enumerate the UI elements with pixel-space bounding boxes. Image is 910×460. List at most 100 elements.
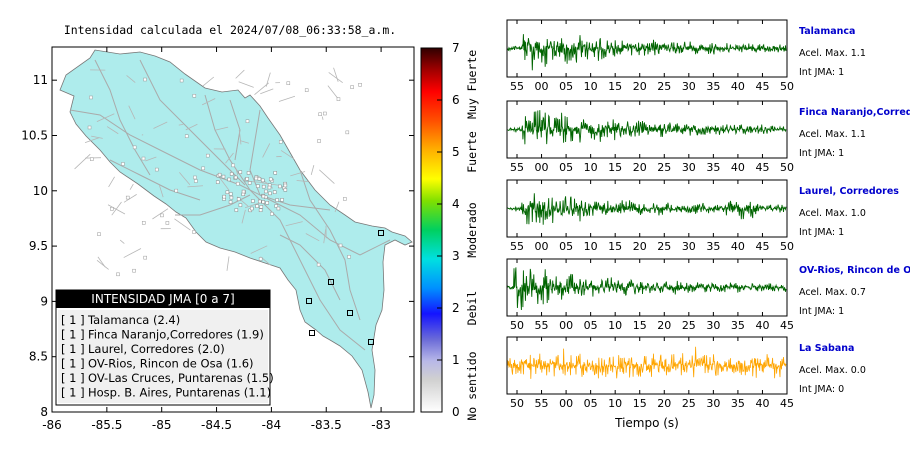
time-tick-label: 15 [608,161,622,174]
legend-station: Hosp. B. Aires, Puntarenas (1.1) [88,386,271,400]
time-tick-label: 55 [510,240,524,253]
legend-station: Talamanca (2.4) [87,313,180,327]
station-name: Laurel, Corredores [799,186,899,197]
time-tick-label: 25 [657,80,671,93]
waveform-trace [507,267,787,311]
legend-intensity: [ 1 ] [61,342,85,356]
time-tick-label: 50 [780,240,794,253]
lon-tick-label: -84.5 [201,418,232,432]
colorbar-tick: 5 [452,145,460,159]
jma-intensity: Int JMA: 1 [799,306,844,317]
legend-station: Finca Naranjo,Corredores (1.9) [88,328,264,342]
lon-tick-label: -84 [262,418,282,432]
legend-intensity: [ 1 ] [61,313,85,327]
time-tick-label: 35 [731,397,745,410]
time-tick-label: 50 [510,319,524,332]
colorbar-tick: 1 [452,353,460,367]
time-tick-label: 25 [657,240,671,253]
colorbar-category-label: Debil [465,291,479,326]
colorbar-category-label: Muy Fuerte [465,50,479,119]
time-tick-label: 30 [682,80,696,93]
x-axis-label: Tiempo (s) [614,416,679,430]
time-tick-label: 05 [584,397,598,410]
time-tick-label: 00 [535,240,549,253]
time-tick-label: 30 [706,397,720,410]
time-tick-label: 50 [780,161,794,174]
waveform-trace [507,346,787,379]
max-acceleration: Acel. Max. 0.0 [799,365,866,376]
intensity-legend: INTENSIDAD JMA [0 a 7] [ 1 ] Talamanca (2… [55,289,274,406]
time-tick-label: 05 [559,80,573,93]
waveform-trace [507,193,787,225]
waveform-trace [507,110,787,145]
time-tick-label: 30 [682,161,696,174]
seismogram-panel: 55 00 05 10 15 20 25 30 35 40 45 50 Finca Naranjo,Co… [506,100,910,174]
time-tick-label: 35 [706,161,720,174]
time-tick-label: 05 [559,240,573,253]
time-tick-label: 20 [633,80,647,93]
time-tick-label: 40 [755,397,769,410]
legend-intensity: [ 1 ] [61,328,85,342]
legend-station: OV-Las Cruces, Puntarenas (1.5) [88,371,274,385]
time-tick-label: 20 [657,319,671,332]
colorbar-category-label: Fuerte [465,131,479,173]
time-tick-label: 00 [559,397,573,410]
time-tick-label: 40 [731,80,745,93]
legend-intensity: [ 1 ] [61,371,85,385]
time-tick-label: 55 [535,397,549,410]
time-tick-label: 45 [755,161,769,174]
time-tick-label: 20 [633,240,647,253]
time-tick-label: 00 [559,319,573,332]
lat-tick-label: 9.5 [29,239,48,253]
lon-tick-label: -85 [152,418,172,432]
lat-tick-label: 10.5 [21,128,48,142]
jma-intensity: Int JMA: 1 [799,67,844,78]
time-tick-label: 35 [706,80,720,93]
max-acceleration: Acel. Max. 1.1 [799,48,866,59]
max-acceleration: Acel. Max. 0.7 [799,287,866,298]
legend-station: Laurel, Corredores (2.0) [88,342,225,356]
colorbar: 0 1 2 3 4 5 6 7 No sentido Debil Moderado Fuerte Mu… [420,41,479,421]
legend-station: OV-Rios, Rincon de Osa (1.6) [88,357,254,371]
colorbar-tick: 0 [452,405,460,419]
time-tick-label: 10 [584,240,598,253]
time-tick-label: 40 [731,240,745,253]
time-tick-label: 25 [682,397,696,410]
time-tick-label: 15 [608,240,622,253]
time-tick-label: 45 [755,240,769,253]
max-acceleration: Acel. Max. 1.0 [799,208,866,219]
time-tick-label: 55 [510,161,524,174]
colorbar-tick: 6 [452,93,460,107]
time-tick-label: 40 [755,319,769,332]
waveform-trace [507,34,787,71]
station-name: Finca Naranjo,Corredores [799,107,910,118]
seismogram-panel: 50 55 00 05 10 15 20 25 30 35 40 45 La Sabana Acel. M… [506,336,866,410]
station-name: OV-Rios, Rincon de Osa [799,265,910,276]
time-tick-label: 05 [559,161,573,174]
lat-tick-label: 11 [33,73,48,87]
time-tick-label: 35 [706,240,720,253]
lon-tick-label: -83 [371,418,391,432]
lat-tick-label: 8 [40,405,48,419]
colorbar-category-label: No sentido [465,351,479,420]
colorbar-tick: 7 [452,41,460,55]
station-name: Talamanca [799,26,855,37]
lon-tick-label: -85.5 [91,418,122,432]
time-tick-label: 45 [780,397,794,410]
time-tick-label: 30 [706,319,720,332]
lat-tick-label: 10 [33,184,48,198]
max-acceleration: Acel. Max. 1.1 [799,129,866,140]
time-tick-label: 15 [633,397,647,410]
legend-title: INTENSIDAD JMA [0 a 7] [91,292,234,306]
time-tick-label: 00 [535,161,549,174]
time-tick-label: 25 [682,319,696,332]
legend-intensity: [ 1 ] [61,386,85,400]
time-tick-label: 10 [608,319,622,332]
time-tick-label: 55 [535,319,549,332]
time-tick-label: 30 [682,240,696,253]
time-tick-label: 10 [584,161,598,174]
time-tick-label: 10 [584,80,598,93]
seismogram-panel: 55 00 05 10 15 20 25 30 35 40 45 50 Laurel, Corredor… [506,179,899,253]
time-tick-label: 10 [608,397,622,410]
